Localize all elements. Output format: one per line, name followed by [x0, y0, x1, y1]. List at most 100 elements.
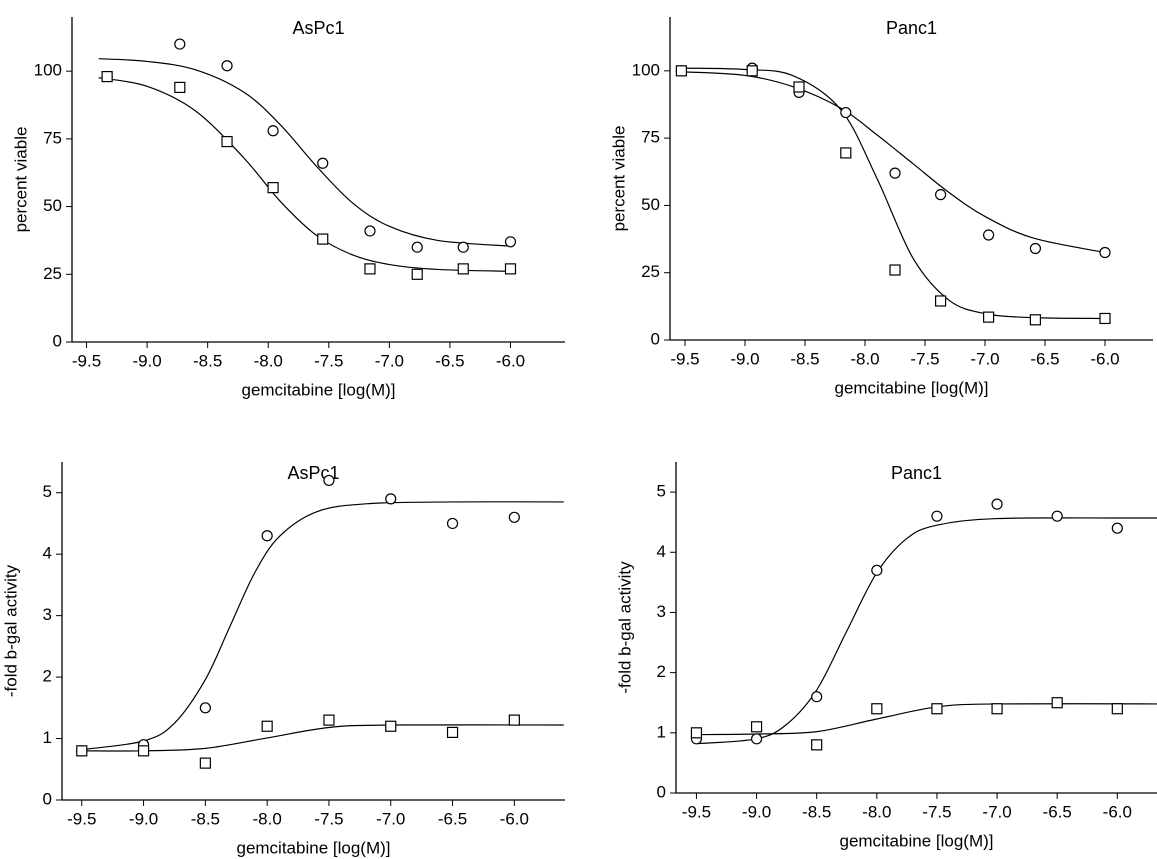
- y-tick-label: 2: [43, 667, 52, 686]
- x-tick-label: -8.5: [193, 351, 222, 370]
- circle-marker: [750, 733, 763, 745]
- y-axis-label: percent viable: [11, 127, 30, 233]
- y-tick-label: 5: [657, 482, 666, 501]
- y-tick-label: 1: [657, 722, 666, 741]
- square-marker: [199, 757, 211, 769]
- x-tick-label: -8.0: [253, 809, 282, 828]
- x-tick-label: -9.5: [682, 802, 711, 821]
- fit-curve: [696, 703, 1157, 736]
- x-axis-label: gemcitabine [log(M)]: [839, 831, 993, 850]
- y-tick-label: 50: [43, 196, 62, 215]
- circle-marker: [446, 517, 459, 530]
- panel: AsPc1 gemcitabine [log(M)] percent viable -…: [11, 17, 565, 399]
- y-tick-label: 4: [43, 544, 52, 563]
- square-marker: [991, 703, 1003, 715]
- x-tick-label: -6.0: [500, 809, 529, 828]
- y-tick-label: 0: [657, 782, 666, 801]
- x-tick-label: -8.5: [790, 349, 819, 368]
- x-tick-label: -7.5: [314, 351, 343, 370]
- fit-curve: [696, 517, 1157, 745]
- square-marker: [261, 720, 273, 732]
- x-axis-label: gemcitabine [log(M)]: [834, 378, 988, 397]
- square-marker: [1099, 312, 1111, 325]
- y-tick-label: 25: [641, 262, 660, 281]
- y-tick-label: 0: [53, 331, 62, 350]
- fit-curve: [98, 58, 511, 247]
- square-marker: [1111, 703, 1123, 715]
- x-tick-label: -8.5: [802, 802, 831, 821]
- circle-marker: [982, 229, 995, 241]
- circle-marker: [221, 60, 233, 72]
- x-tick-label: -7.0: [376, 809, 405, 828]
- square-marker: [267, 182, 279, 194]
- x-tick-label: -9.0: [742, 802, 771, 821]
- circle-marker: [508, 511, 520, 523]
- y-tick-label: 2: [657, 662, 666, 681]
- x-tick-label: -6.5: [435, 351, 464, 370]
- y-axis-label: -fold b-gal activity: [1, 564, 20, 697]
- circle-marker: [267, 125, 279, 137]
- x-axis-label: gemcitabine [log(M)]: [236, 838, 390, 857]
- chart-title: Panc1: [891, 463, 942, 483]
- square-marker: [221, 135, 233, 148]
- y-tick-label: 0: [43, 789, 52, 808]
- square-marker: [746, 65, 758, 77]
- square-marker: [364, 263, 376, 275]
- square-marker: [931, 703, 943, 715]
- y-tick-label: 25: [43, 264, 62, 283]
- y-tick-label: 3: [43, 605, 52, 624]
- y-tick-label: 100: [34, 61, 62, 80]
- circle-marker: [199, 702, 211, 714]
- circle-marker: [840, 106, 852, 119]
- x-tick-label: -6.0: [496, 351, 525, 370]
- x-tick-label: -7.0: [982, 802, 1011, 821]
- square-marker: [1051, 697, 1063, 709]
- y-tick-label: 75: [43, 128, 62, 147]
- y-axis-label: -fold b-gal activity: [615, 561, 634, 694]
- square-marker: [317, 233, 329, 245]
- x-tick-label: -7.5: [314, 809, 343, 828]
- circle-marker: [1099, 246, 1111, 259]
- circle-marker: [385, 493, 397, 505]
- chart-title: AsPc1: [292, 18, 344, 38]
- x-tick-label: -6.0: [1103, 802, 1132, 821]
- circle-marker: [317, 157, 329, 169]
- circle-marker: [323, 474, 335, 487]
- x-tick-label: -8.5: [191, 809, 220, 828]
- circle-marker: [811, 691, 823, 703]
- circle-marker: [457, 241, 469, 253]
- circle-marker: [1051, 510, 1063, 522]
- x-tick-label: -7.0: [375, 351, 404, 370]
- y-tick-label: 50: [641, 195, 660, 214]
- y-tick-label: 5: [43, 482, 52, 501]
- square-marker: [934, 295, 947, 307]
- y-tick-label: 3: [657, 602, 666, 621]
- y-tick-label: 1: [43, 728, 52, 747]
- y-tick-label: 75: [641, 128, 660, 147]
- square-marker: [750, 721, 763, 733]
- panel: Panc1 gemcitabine [log(M)] -fold b-gal act…: [615, 462, 1157, 850]
- x-tick-label: -8.0: [862, 802, 891, 821]
- square-marker: [323, 714, 335, 726]
- circle-marker: [261, 530, 273, 542]
- fit-curve: [81, 501, 564, 751]
- square-marker: [385, 720, 397, 732]
- x-tick-label: -7.5: [922, 802, 951, 821]
- square-marker: [871, 703, 883, 715]
- circle-marker: [174, 38, 186, 50]
- circle-marker: [889, 167, 901, 179]
- x-tick-label: -9.0: [129, 809, 158, 828]
- square-marker: [457, 263, 469, 275]
- x-tick-label: -7.5: [910, 349, 939, 368]
- fit-curve: [684, 67, 1106, 320]
- square-marker: [889, 264, 901, 276]
- x-tick-label: -8.0: [254, 351, 283, 370]
- square-marker: [137, 745, 150, 757]
- x-tick-label: -9.5: [670, 349, 699, 368]
- square-marker: [840, 147, 852, 159]
- x-tick-label: -9.5: [72, 351, 101, 370]
- circle-marker: [991, 498, 1003, 510]
- x-tick-label: -9.0: [132, 351, 161, 370]
- circle-marker: [411, 241, 423, 253]
